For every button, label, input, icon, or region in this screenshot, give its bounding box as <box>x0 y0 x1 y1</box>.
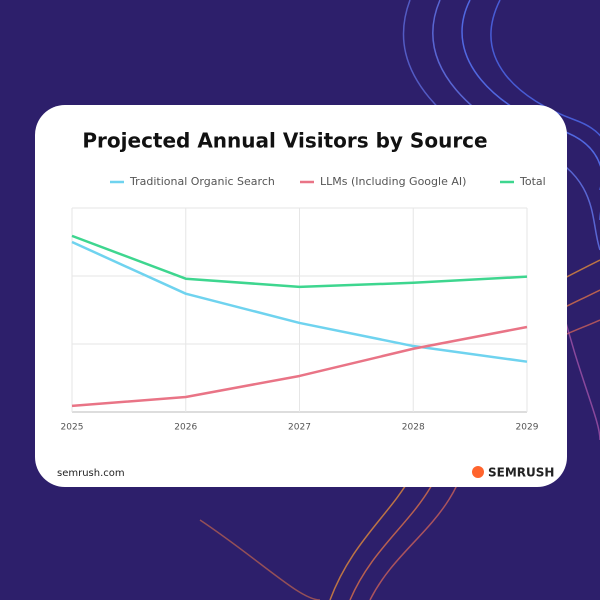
card: Projected Annual Visitors by Source semr… <box>35 105 567 487</box>
x-tick-label: 2028 <box>402 423 425 433</box>
x-tick-label: 2027 <box>288 423 311 433</box>
x-tick-label: 2026 <box>174 423 197 433</box>
brand: SEMRUSH <box>488 466 554 480</box>
chart-title: Projected Annual Visitors by Source <box>82 129 487 153</box>
series-line <box>71 234 528 289</box>
source: semrush.com <box>57 468 125 479</box>
x-tick-label: 2025 <box>61 423 84 433</box>
legend-label: Traditional Organic Search <box>129 175 275 188</box>
series-line <box>71 325 528 408</box>
legend-label: Total <box>519 175 546 188</box>
series-line <box>71 240 528 363</box>
chart: Projected Annual Visitors by Source semr… <box>57 129 554 480</box>
legend-label: LLMs (Including Google AI) <box>320 175 466 188</box>
logo-icon <box>472 466 484 478</box>
x-tick-label: 2029 <box>516 423 539 433</box>
